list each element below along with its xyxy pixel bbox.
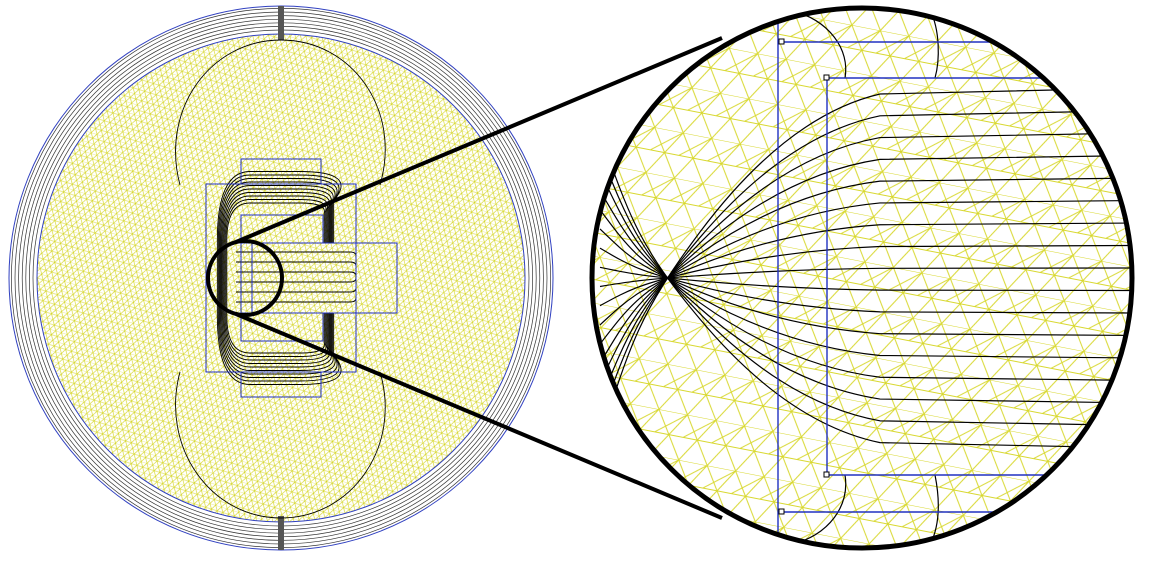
flux-line xyxy=(222,188,332,278)
nodes xyxy=(778,38,830,515)
flux-loop xyxy=(175,371,386,519)
flux-line xyxy=(219,178,338,278)
flux-line xyxy=(226,278,325,354)
flux-line xyxy=(216,278,342,385)
node xyxy=(778,508,785,515)
zoom-frame xyxy=(589,5,1135,551)
flux-line xyxy=(599,152,1132,427)
flux-line xyxy=(216,171,342,278)
flux-line xyxy=(599,228,1132,337)
callout-line xyxy=(235,36,723,244)
zoom-geometry xyxy=(777,8,1132,548)
flux-line xyxy=(599,154,1132,383)
flux-line xyxy=(222,278,332,368)
callout-line xyxy=(235,312,723,520)
flux-line xyxy=(599,109,1132,422)
coil xyxy=(240,371,322,398)
node xyxy=(823,471,830,478)
gap-top xyxy=(278,6,284,40)
flux-line xyxy=(599,222,1132,326)
flux-line xyxy=(599,199,1132,345)
flux-line xyxy=(219,278,338,378)
flux-line xyxy=(217,174,340,278)
node xyxy=(823,74,830,81)
flux-line xyxy=(220,181,336,278)
flux-line xyxy=(599,87,1132,441)
flux-line xyxy=(599,177,1132,364)
flux-line xyxy=(599,190,1132,382)
flux-line xyxy=(599,247,1132,314)
flux-line xyxy=(225,199,327,278)
flux-line xyxy=(599,209,1132,359)
flux-line xyxy=(225,278,327,357)
armature xyxy=(251,242,398,314)
coil xyxy=(240,158,322,185)
flux-line xyxy=(599,244,1132,307)
flux-line xyxy=(599,132,1132,402)
flux-line xyxy=(599,171,1132,404)
flux-line xyxy=(226,202,325,278)
flux-line xyxy=(217,278,340,382)
zoom-source xyxy=(206,239,284,317)
flux-line xyxy=(221,278,334,371)
zoom-mesh xyxy=(592,8,1132,548)
geometry xyxy=(205,158,398,398)
zoom-callout xyxy=(206,36,723,520)
flux-line xyxy=(599,132,1132,449)
flux-line xyxy=(221,185,334,278)
node xyxy=(778,38,785,45)
flux-line xyxy=(220,278,336,375)
flux-line xyxy=(599,266,1132,292)
flux-zoom xyxy=(599,9,1132,546)
gap-bottom xyxy=(278,516,284,550)
flux-loop xyxy=(175,39,386,186)
flux-line xyxy=(599,267,1132,288)
zoom-view xyxy=(589,5,1135,551)
